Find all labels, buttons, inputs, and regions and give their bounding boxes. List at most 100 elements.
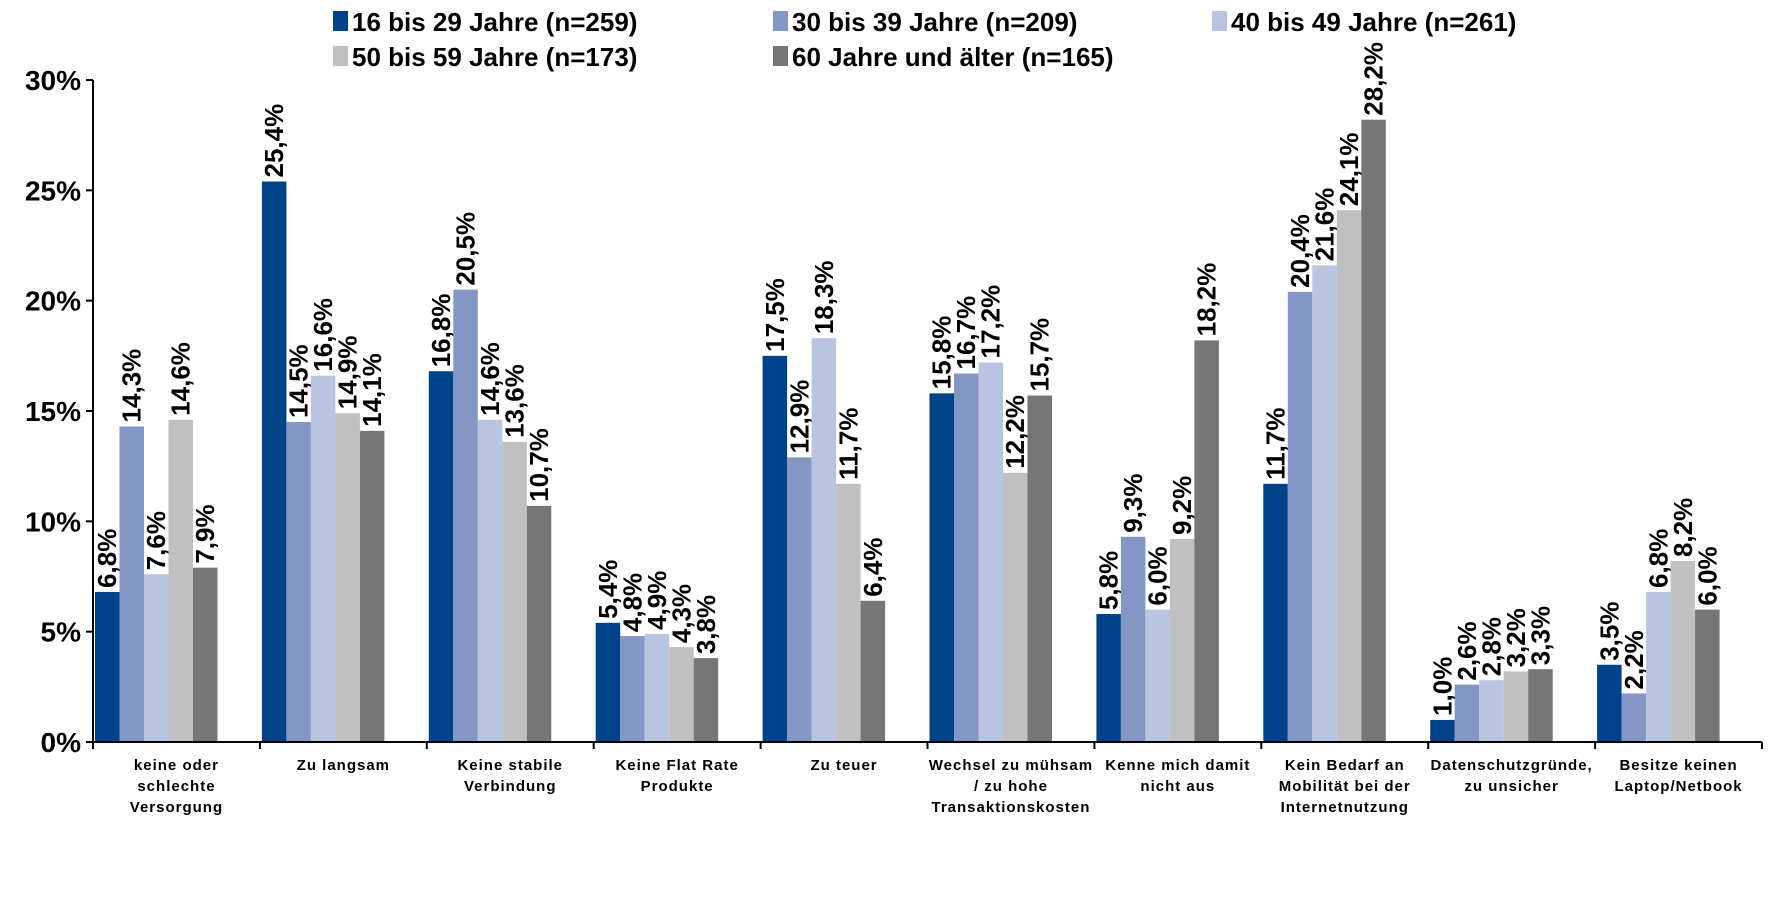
bar xyxy=(787,457,812,742)
data-label: 14,9% xyxy=(333,335,363,409)
x-tick-label-line: Laptop/Netbook xyxy=(1614,778,1742,795)
x-tick-label-line: / zu hohe xyxy=(974,778,1048,795)
data-label: 11,7% xyxy=(1261,408,1291,480)
bar xyxy=(526,505,552,742)
data-label: 17,5% xyxy=(760,278,790,352)
bars: 6,8%14,3%7,6%14,6%7,9%25,4%14,5%16,6%14,… xyxy=(92,42,1722,743)
x-tick-label: Datenschutzgründe, zu unsicher xyxy=(1431,757,1593,795)
bar xyxy=(954,373,979,742)
data-label: 8,2% xyxy=(1668,498,1698,557)
bar xyxy=(286,422,311,742)
data-label: 1,0% xyxy=(1427,657,1457,716)
bar xyxy=(811,338,837,742)
data-label: 15,8% xyxy=(927,316,957,390)
x-tick-label-line: Zu langsam xyxy=(297,757,390,774)
bar xyxy=(644,633,670,742)
data-label: 6,8% xyxy=(1643,529,1673,588)
data-label: 3,8% xyxy=(691,595,721,654)
bar xyxy=(193,567,218,742)
data-label: 10,7% xyxy=(524,428,554,502)
bar xyxy=(620,636,645,742)
bar xyxy=(1263,483,1288,742)
x-tick-label: Kein Bedarf an Mobilität bei der Internetn… xyxy=(1279,757,1411,816)
x-tick-label: Zu langsam xyxy=(297,757,390,774)
bar xyxy=(1145,609,1170,742)
legend-swatch xyxy=(1212,11,1227,31)
y-tick-label: 25% xyxy=(25,175,81,206)
bar xyxy=(1361,119,1386,743)
data-label: 13,6% xyxy=(500,364,530,438)
bar xyxy=(1695,609,1720,742)
bar xyxy=(1287,291,1313,742)
x-tick-label-line: Verbindung xyxy=(464,778,557,795)
legend-swatch xyxy=(773,11,788,31)
x-tick-label-line: Kein Bedarf an xyxy=(1285,757,1405,774)
data-label: 3,2% xyxy=(1501,608,1531,667)
bar xyxy=(836,483,861,742)
x-tick-label-line: Wechsel zu mühsam xyxy=(929,757,1093,774)
data-label: 14,1% xyxy=(357,353,387,427)
legend-label: 30 bis 39 Jahre (n=209) xyxy=(792,7,1077,37)
legend-swatch xyxy=(333,11,348,31)
bar xyxy=(310,375,336,742)
bar xyxy=(168,419,193,742)
x-tick-label: keine oder schlechte Versorgung xyxy=(130,757,223,816)
data-label: 2,2% xyxy=(1619,630,1649,689)
bar xyxy=(1670,561,1696,742)
legend-label: 40 bis 49 Jahre (n=261) xyxy=(1231,7,1516,37)
legend-item: 50 bis 59 Jahre (n=173) xyxy=(333,42,637,72)
legend-label: 60 Jahre und älter (n=165) xyxy=(792,42,1114,72)
x-tick-label-line: schlechte xyxy=(137,778,215,795)
y-axis: 0% 5% 10% 15% 20% 25% 30% xyxy=(25,65,94,758)
bar xyxy=(978,362,1003,742)
y-tick-label: 20% xyxy=(25,286,81,317)
data-label: 4,9% xyxy=(642,571,672,630)
x-tick-label-line: Versorgung xyxy=(130,799,223,816)
data-label: 18,3% xyxy=(809,260,839,334)
bar xyxy=(477,419,503,742)
bar xyxy=(1120,536,1146,742)
x-tick-label: Wechsel zu mühsam / zu hohe Transaktionsko… xyxy=(929,757,1093,816)
data-label: 14,6% xyxy=(166,342,196,416)
bar xyxy=(860,600,886,742)
data-label: 20,4% xyxy=(1285,214,1315,288)
x-axis: keine oder schlechte Versorgung Zu langsam K… xyxy=(92,741,1763,816)
bar xyxy=(1336,210,1362,742)
data-label: 3,5% xyxy=(1594,602,1624,661)
y-tick-label: 5% xyxy=(41,617,82,648)
y-tick-label: 15% xyxy=(25,396,81,427)
data-label: 14,6% xyxy=(475,342,505,416)
bar xyxy=(1027,395,1052,742)
data-label: 17,2% xyxy=(976,285,1006,359)
data-label: 12,9% xyxy=(784,380,814,454)
data-label: 6,8% xyxy=(92,529,122,588)
x-tick-label-line: Mobilität bei der xyxy=(1279,778,1411,795)
data-label: 7,6% xyxy=(141,511,171,570)
x-tick-label-line: Transaktionskosten xyxy=(932,799,1091,816)
bar xyxy=(335,413,360,742)
data-label: 6,0% xyxy=(1692,546,1722,605)
bar xyxy=(929,393,954,742)
legend-item: 40 bis 49 Jahre (n=261) xyxy=(1212,7,1516,37)
bar xyxy=(1646,591,1671,742)
data-label: 15,7% xyxy=(1025,318,1055,392)
bar xyxy=(1096,614,1121,742)
data-label: 11,7% xyxy=(833,408,863,480)
x-tick-label-line: Zu teuer xyxy=(810,757,877,774)
bar xyxy=(502,441,527,742)
data-label: 28,2% xyxy=(1359,42,1389,116)
bar xyxy=(693,658,719,742)
y-tick-label: 10% xyxy=(25,506,81,537)
data-label: 3,3% xyxy=(1525,606,1555,665)
y-tick-label: 0% xyxy=(41,727,82,758)
data-label: 16,7% xyxy=(951,296,981,370)
data-label: 2,8% xyxy=(1476,617,1506,676)
data-label: 7,9% xyxy=(190,504,220,563)
x-tick-label: Zu teuer xyxy=(810,757,877,774)
bar xyxy=(1479,680,1504,742)
bar xyxy=(261,181,287,743)
x-tick-label-line: Datenschutzgründe, xyxy=(1431,757,1593,774)
x-tick-label: Kenne mich damit nicht aus xyxy=(1105,757,1250,795)
bar xyxy=(428,371,454,742)
